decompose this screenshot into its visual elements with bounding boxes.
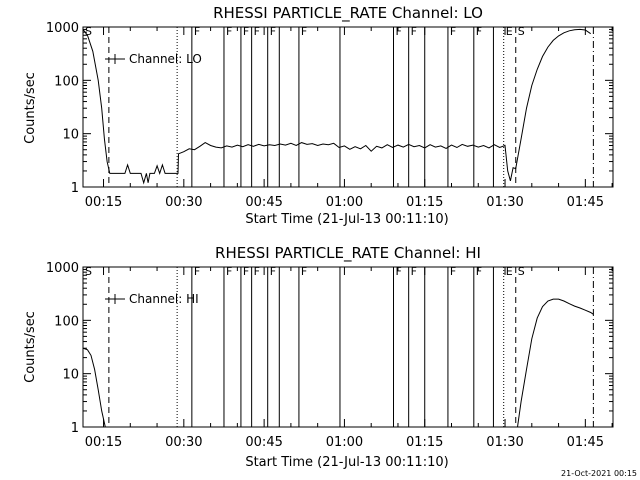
- flag-label: F: [450, 25, 456, 38]
- flag-label: F: [396, 25, 402, 38]
- flag-label: F: [270, 25, 276, 38]
- series-line: [82, 28, 591, 185]
- y-axis-label: Counts/sec: [23, 311, 38, 383]
- flag-label: F: [476, 265, 482, 278]
- flag-label: F: [243, 25, 249, 38]
- flag-label: F: [243, 265, 249, 278]
- y-tick-label: 1000: [46, 261, 79, 276]
- series-line: [82, 347, 106, 428]
- flag-label: F: [301, 25, 307, 38]
- y-tick-label: 100: [54, 74, 79, 89]
- y-tick-label: 10: [62, 128, 79, 143]
- flag-label: S: [85, 265, 92, 278]
- flag-label: F: [226, 25, 232, 38]
- x-tick-label: 00:30: [165, 195, 202, 210]
- panel-lo: RHESSI PARTICLE_RATE Channel: LO Counts/…: [23, 4, 614, 227]
- plot-frame: [82, 266, 614, 428]
- flag-label: E: [506, 25, 513, 38]
- flag-label: F: [450, 265, 456, 278]
- series-line: [517, 298, 594, 428]
- chart-title: RHESSI PARTICLE_RATE Channel: LO: [213, 4, 483, 23]
- flag-label: F: [254, 265, 260, 278]
- flag-label: E: [506, 265, 513, 278]
- flag-label: F: [411, 25, 417, 38]
- x-axis-label: Start Time (21-Jul-13 00:11:10): [245, 212, 448, 227]
- flag-label: S: [518, 265, 525, 278]
- x-tick-label: 01:15: [406, 195, 443, 210]
- legend-label: Channel: HI: [129, 292, 199, 306]
- flag-label: F: [270, 265, 276, 278]
- flag-label: F: [194, 25, 200, 38]
- y-tick-label: 1: [71, 421, 79, 436]
- x-tick-label: 00:15: [85, 195, 122, 210]
- y-tick-label: 1: [71, 181, 79, 196]
- flag-label: S: [85, 25, 92, 38]
- x-tick-label: 01:00: [326, 435, 363, 450]
- plot-frame: [82, 26, 614, 188]
- flag-label: F: [254, 25, 260, 38]
- panel-hi: RHESSI PARTICLE_RATE Channel: HI Counts/…: [23, 244, 614, 470]
- flag-label: F: [301, 265, 307, 278]
- x-tick-label: 01:15: [406, 435, 443, 450]
- print-timestamp: 21-Oct-2021 00:15: [561, 469, 637, 478]
- flag-label: F: [476, 25, 482, 38]
- x-tick-label: 00:30: [165, 435, 202, 450]
- y-tick-label: 10: [62, 368, 79, 383]
- x-tick-label: 00:45: [245, 195, 282, 210]
- flag-label: F: [226, 265, 232, 278]
- y-tick-label: 100: [54, 314, 79, 329]
- flag-label: S: [518, 25, 525, 38]
- flag-label: F: [411, 265, 417, 278]
- x-tick-label: 01:30: [486, 435, 523, 450]
- y-axis-label: Counts/sec: [23, 72, 38, 144]
- x-tick-label: 00:15: [85, 435, 122, 450]
- flag-label: F: [396, 265, 402, 278]
- x-axis-label: Start Time (21-Jul-13 00:11:10): [245, 455, 448, 470]
- x-tick-label: 01:45: [567, 195, 604, 210]
- x-tick-label: 01:30: [486, 195, 523, 210]
- x-tick-label: 00:45: [245, 435, 282, 450]
- y-tick-label: 1000: [46, 21, 79, 36]
- legend-label: Channel: LO: [129, 52, 202, 66]
- chart-title: RHESSI PARTICLE_RATE Channel: HI: [215, 244, 481, 263]
- flag-label: F: [194, 265, 200, 278]
- x-tick-label: 01:00: [326, 195, 363, 210]
- x-tick-label: 01:45: [567, 435, 604, 450]
